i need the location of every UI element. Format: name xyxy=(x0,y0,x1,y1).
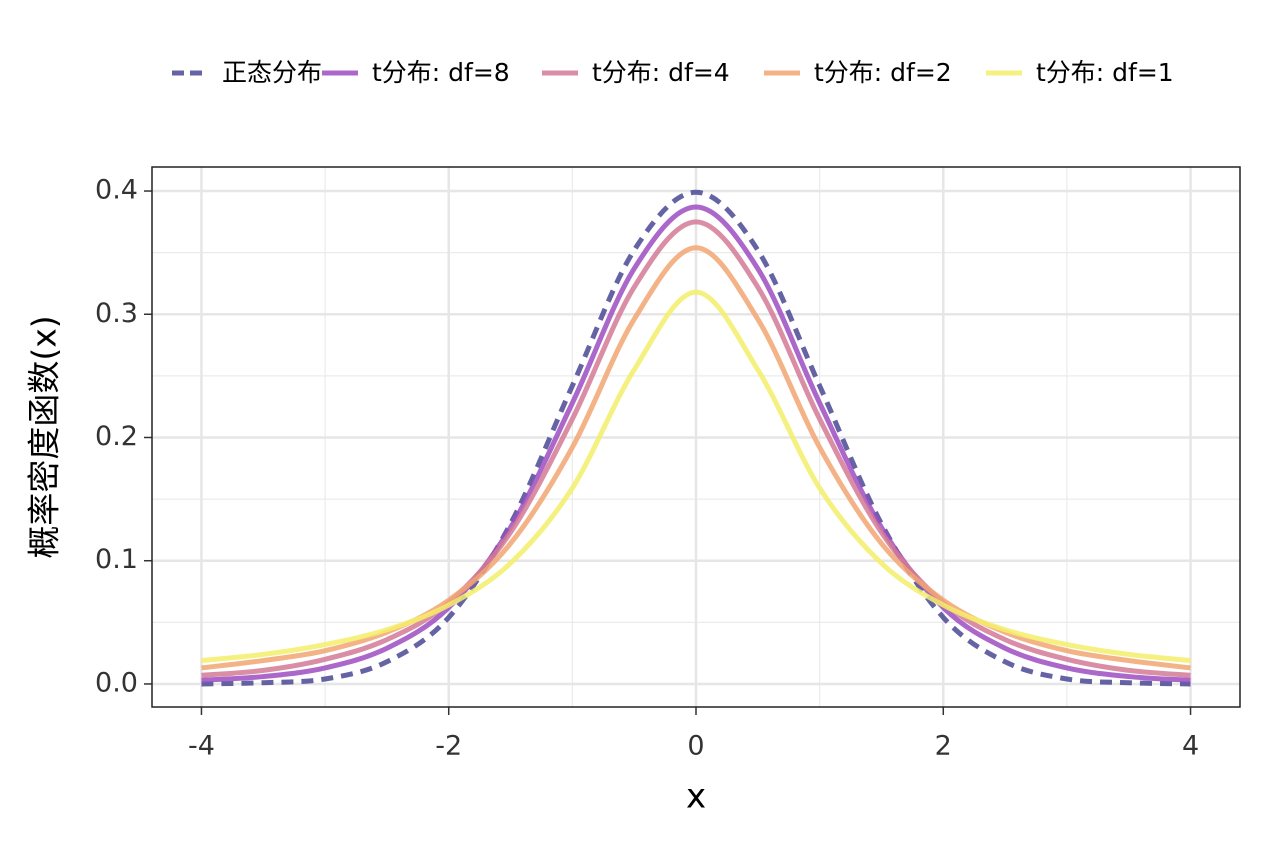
legend-label: t分布: df=1 xyxy=(1036,58,1174,87)
legend-label: t分布: df=8 xyxy=(372,58,510,87)
legend-label: 正态分布 xyxy=(222,58,322,87)
line-series xyxy=(201,189,1191,687)
y-tick-label: 0.3 xyxy=(95,298,138,329)
y-tick-label: 0.0 xyxy=(95,667,138,698)
x-tick-label: 4 xyxy=(1182,731,1199,762)
x-tick-label: 0 xyxy=(687,731,704,762)
legend-label: t分布: df=2 xyxy=(814,58,952,87)
line-series xyxy=(201,289,1191,664)
y-tick-label: 0.2 xyxy=(95,421,138,452)
y-tick-label: 0.4 xyxy=(95,175,138,206)
x-tick-label: -2 xyxy=(435,731,462,762)
x-tick-label: -4 xyxy=(188,731,215,762)
x-axis-title: x xyxy=(686,777,706,817)
legend-label: t分布: df=4 xyxy=(592,58,730,87)
plot-border xyxy=(151,166,1241,708)
line-series xyxy=(201,204,1191,683)
line-series xyxy=(201,219,1191,678)
y-tick-label: 0.1 xyxy=(95,544,138,575)
x-tick-label: 2 xyxy=(935,731,952,762)
y-axis-title: 概率密度函数(x) xyxy=(25,315,64,558)
